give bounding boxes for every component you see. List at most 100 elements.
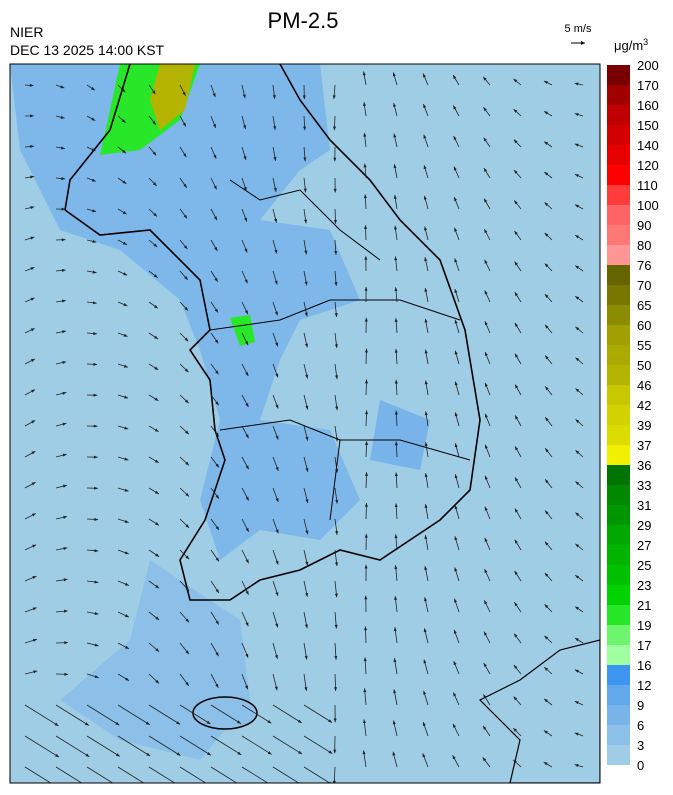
colorbar-label: 140 bbox=[637, 138, 659, 153]
wind-arrow-head bbox=[514, 261, 518, 266]
wind-arrow-head bbox=[484, 537, 488, 542]
wind-arrow bbox=[148, 766, 176, 783]
wind-arrow-head bbox=[574, 143, 579, 147]
wind-arrow-head bbox=[394, 287, 398, 292]
wind-arrow-head bbox=[423, 690, 427, 695]
colorbar-segment bbox=[607, 385, 630, 405]
wind-arrow-head bbox=[423, 104, 427, 109]
wind-arrow-head bbox=[93, 393, 98, 397]
wind-arrow-head bbox=[275, 592, 279, 597]
wind-arrow-head bbox=[513, 139, 518, 144]
wind-arrow-head bbox=[454, 474, 458, 479]
wind-arrow-head bbox=[62, 360, 67, 365]
colorbar-label: 36 bbox=[637, 458, 651, 473]
colorbar-label: 37 bbox=[637, 438, 651, 453]
wind-arrow-head bbox=[30, 267, 35, 271]
wind-arrow-head bbox=[273, 156, 277, 161]
wind-arrow-head bbox=[544, 635, 549, 640]
wind-arrow-head bbox=[60, 85, 65, 89]
wind-arrow-head bbox=[245, 559, 249, 564]
wind-arrow-head bbox=[334, 593, 338, 598]
wind-arrow-head bbox=[275, 623, 279, 628]
wind-arrow bbox=[148, 704, 181, 725]
wind-arrow-head bbox=[242, 94, 246, 99]
wind-arrow-head bbox=[183, 245, 188, 250]
colorbar-label: 76 bbox=[637, 258, 651, 273]
wind-arrow-head bbox=[575, 543, 580, 548]
wind-arrow-head bbox=[124, 582, 129, 586]
wind-arrow bbox=[303, 766, 331, 783]
wind-arrow-head bbox=[575, 606, 580, 610]
wind-arrow-head bbox=[152, 120, 156, 125]
wind-arrow-head bbox=[545, 417, 549, 422]
wind-arrow-head bbox=[152, 151, 157, 156]
wind-arrow-head bbox=[363, 194, 367, 199]
wind-arrow-head bbox=[334, 656, 338, 660]
wind-arrow-head bbox=[484, 321, 488, 326]
wind-arrow-head bbox=[454, 567, 458, 572]
wind-arrow-head bbox=[483, 107, 487, 112]
wind-arrow-head bbox=[452, 755, 456, 760]
yellow-area bbox=[150, 64, 195, 130]
wind-arrow-head bbox=[483, 694, 487, 699]
wind-arrow-head bbox=[514, 230, 518, 235]
wind-arrow-head bbox=[394, 318, 398, 322]
wind-arrow-head bbox=[267, 719, 272, 724]
wind-arrow-head bbox=[206, 751, 211, 756]
wind-arrow-head bbox=[424, 349, 428, 354]
wind-arrow-head bbox=[575, 265, 580, 269]
wind-arrow-head bbox=[63, 578, 68, 582]
wind-arrow-head bbox=[305, 561, 309, 566]
wind-arrow-head bbox=[545, 510, 549, 515]
wind-arrow-head bbox=[244, 279, 248, 284]
wind-arrow-head bbox=[155, 584, 160, 589]
wind-arrow-head bbox=[334, 562, 339, 567]
colorbar-label: 29 bbox=[637, 518, 651, 533]
wind-arrow bbox=[24, 735, 60, 758]
colorbar-segment bbox=[607, 625, 630, 645]
colorbar-segment bbox=[607, 225, 630, 245]
wind-arrow-head bbox=[485, 413, 488, 418]
wind-arrow-head bbox=[514, 602, 518, 607]
wind-arrow-head bbox=[305, 499, 309, 504]
wind-arrow-head bbox=[423, 165, 427, 170]
wind-arrow bbox=[55, 766, 83, 783]
wind-arrow bbox=[148, 735, 181, 756]
wind-arrow-head bbox=[237, 751, 242, 755]
wind-arrow-head bbox=[394, 379, 398, 384]
colorbar-segment bbox=[607, 65, 630, 85]
wind-arrow-head bbox=[364, 441, 369, 446]
wind-arrow-head bbox=[485, 382, 488, 387]
wind-arrow-head bbox=[362, 719, 367, 724]
wind-arrow-head bbox=[575, 388, 580, 393]
wind-arrow-head bbox=[184, 306, 189, 311]
wind-arrow-head bbox=[453, 105, 457, 110]
wind-arrow bbox=[241, 704, 272, 724]
wind-arrow-head bbox=[124, 395, 129, 399]
wind-arrow-head bbox=[92, 301, 97, 305]
wind-arrow bbox=[179, 704, 211, 725]
wind-arrow-head bbox=[393, 164, 397, 169]
wind-arrow-head bbox=[30, 297, 35, 301]
colorbar-label: 6 bbox=[637, 718, 644, 733]
wind-arrow-head bbox=[328, 750, 333, 754]
wind-arrow-head bbox=[482, 757, 487, 762]
wind-arrow-head bbox=[454, 227, 458, 232]
wind-arrow-head bbox=[91, 117, 96, 121]
colorbar-label: 42 bbox=[637, 398, 651, 413]
wind-arrow-head bbox=[92, 270, 97, 274]
wind-arrow-head bbox=[123, 333, 128, 337]
colorbar-segment bbox=[607, 185, 630, 205]
wind-arrow-head bbox=[30, 175, 35, 179]
wind-arrow-head bbox=[545, 479, 549, 484]
wind-arrow-head bbox=[121, 88, 126, 93]
wind-arrow-head bbox=[184, 337, 189, 342]
wind-arrow-head bbox=[29, 83, 34, 87]
wind-arrow-head bbox=[454, 412, 458, 417]
wind-arrow-head bbox=[424, 226, 428, 231]
colorbar-label: 12 bbox=[637, 678, 651, 693]
title: PM-2.5 bbox=[268, 8, 339, 33]
wind-arrow-head bbox=[305, 530, 309, 535]
wind-arrow-head bbox=[124, 488, 129, 492]
wind-arrow-head bbox=[84, 722, 89, 726]
